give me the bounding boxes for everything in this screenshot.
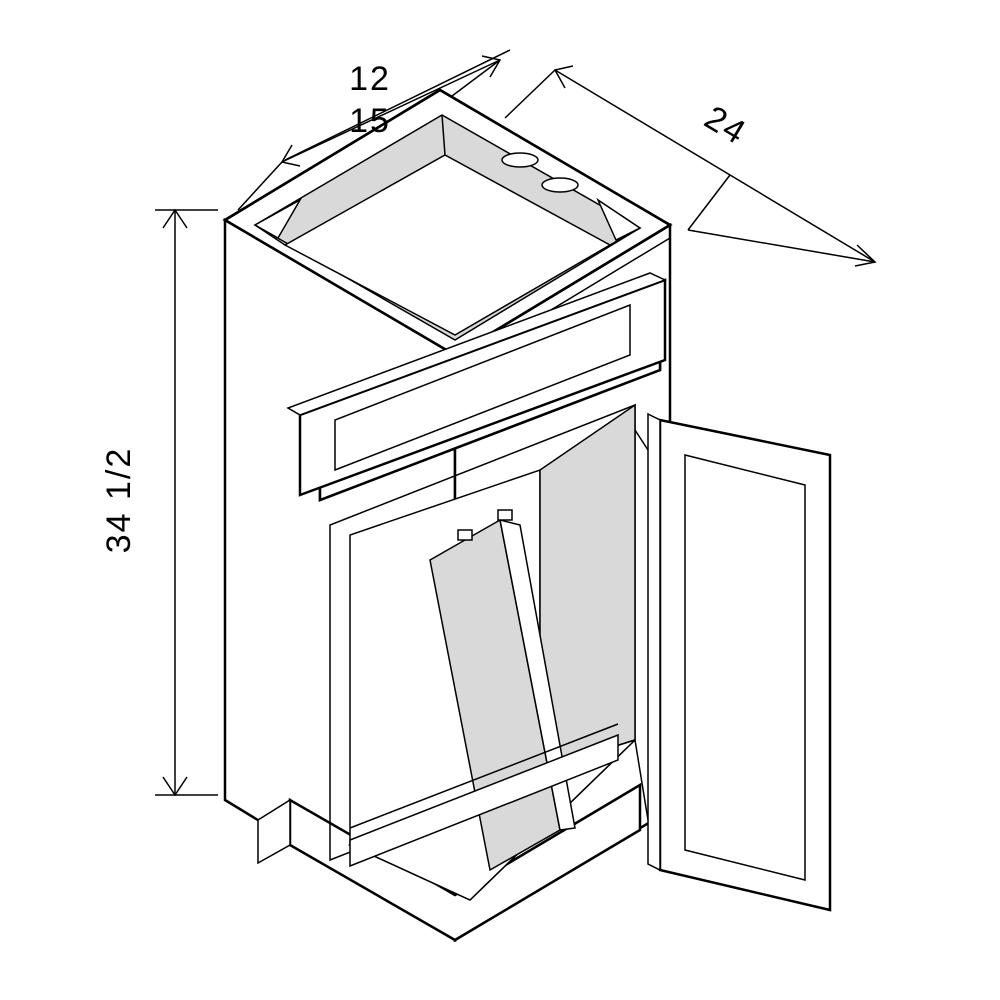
cabinet-diagram: 34 1/2 12 15 24: [0, 0, 1000, 1000]
dim-depth-label: 24: [698, 99, 753, 153]
dim-width-a: 12: [349, 60, 391, 98]
dimension-height: 34 1/2: [100, 210, 218, 795]
dim-height-label: 34 1/2: [100, 447, 138, 554]
dim-width-b: 15: [349, 102, 391, 140]
